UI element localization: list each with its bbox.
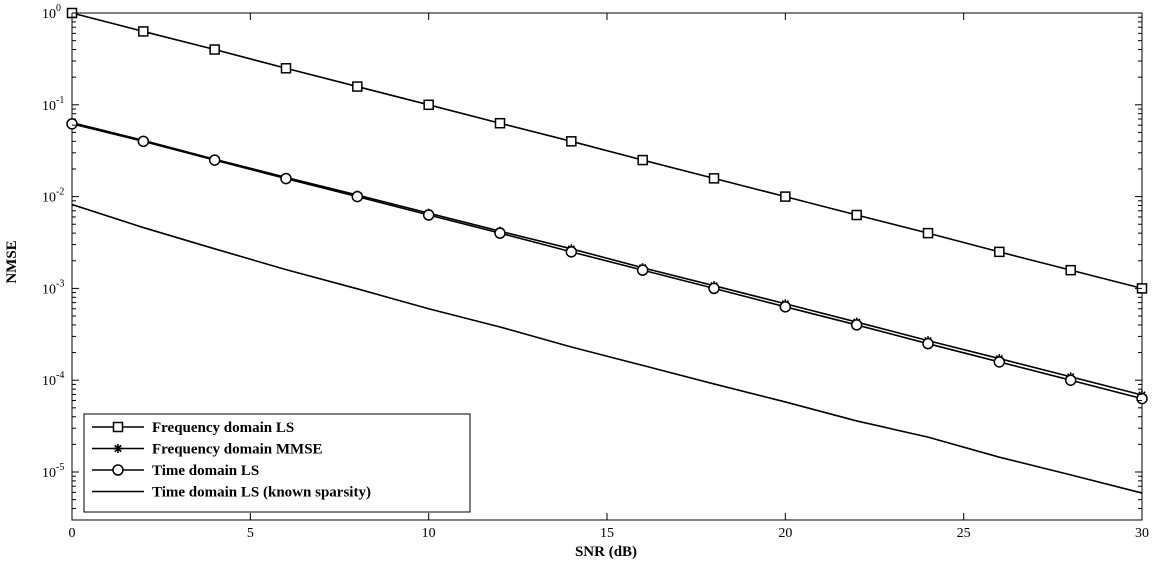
legend-item: Time domain LS: [92, 463, 259, 479]
series-3-point: [565, 246, 578, 258]
series-1-point: [994, 246, 1005, 258]
series-3-point: [993, 356, 1006, 368]
x-tick-label: 15: [600, 526, 614, 541]
series-3-point: [351, 190, 364, 203]
series-3-point: [850, 319, 863, 331]
y-tick-label: 10-5: [42, 462, 64, 481]
x-tick-label: 20: [778, 526, 792, 541]
series-1-point: [851, 209, 862, 221]
series-1-point: [637, 154, 648, 166]
legend-item: Time domain LS (known sparsity): [92, 485, 371, 501]
y-tick-label: 10-2: [42, 187, 64, 206]
x-tick-label: 25: [957, 526, 971, 541]
legend-label: Frequency domain LS: [152, 420, 294, 436]
legend-label: Time domain LS: [152, 463, 259, 479]
x-tick-label: 10: [422, 526, 436, 541]
series-3-point: [1136, 392, 1148, 405]
y-tick-label: 10-4: [42, 370, 64, 389]
x-tick-label: 0: [69, 526, 76, 541]
y-tick-label: 10-3: [42, 278, 64, 297]
legend-item: Frequency domain MMSE: [92, 442, 323, 458]
series-3-point: [779, 301, 792, 313]
series-line-3: [71, 123, 1143, 400]
y-tick-label: 10-1: [42, 95, 64, 114]
series-3-point: [636, 264, 649, 276]
series-3-point: [137, 135, 150, 148]
x-axis-title: SNR (dB): [575, 544, 637, 560]
series-1-point: [1065, 264, 1076, 276]
series-1-point: [280, 63, 292, 74]
series-3-point: [494, 227, 506, 239]
legend-marker: [112, 421, 124, 433]
series-3-point: [422, 209, 435, 221]
series-1-point: [922, 227, 934, 239]
series-1-point: [780, 191, 791, 202]
y-tick-label: 100: [42, 3, 61, 22]
series-1-point: [566, 136, 577, 147]
series-1-point: [423, 99, 434, 111]
series-1-point: [708, 173, 720, 184]
series-3-point: [66, 118, 78, 130]
series-1-point: [352, 81, 363, 92]
series-3-point: [280, 172, 292, 185]
series-1-point: [209, 44, 220, 55]
legend-label: Time domain LS (known sparsity): [152, 485, 371, 501]
x-tick-label: 30: [1135, 526, 1149, 541]
y-axis-title: NMSE: [4, 240, 20, 283]
series-3-point: [922, 337, 934, 350]
series-line-2: [71, 121, 1143, 396]
series-line-1: [71, 12, 1143, 290]
series-3-point: [1064, 374, 1077, 386]
legend-item: Frequency domain LS: [92, 420, 294, 436]
series-line-4: [71, 203, 1143, 494]
x-tick-label: 5: [247, 526, 254, 541]
legend-box: [83, 413, 471, 513]
series-3-point: [208, 154, 221, 166]
series-1-point: [138, 26, 149, 37]
legend-marker: [112, 464, 124, 476]
series-3-point: [708, 282, 720, 295]
series-1-point: [494, 117, 506, 129]
legend-label: Frequency domain MMSE: [152, 442, 323, 458]
legend-marker: [113, 444, 123, 453]
